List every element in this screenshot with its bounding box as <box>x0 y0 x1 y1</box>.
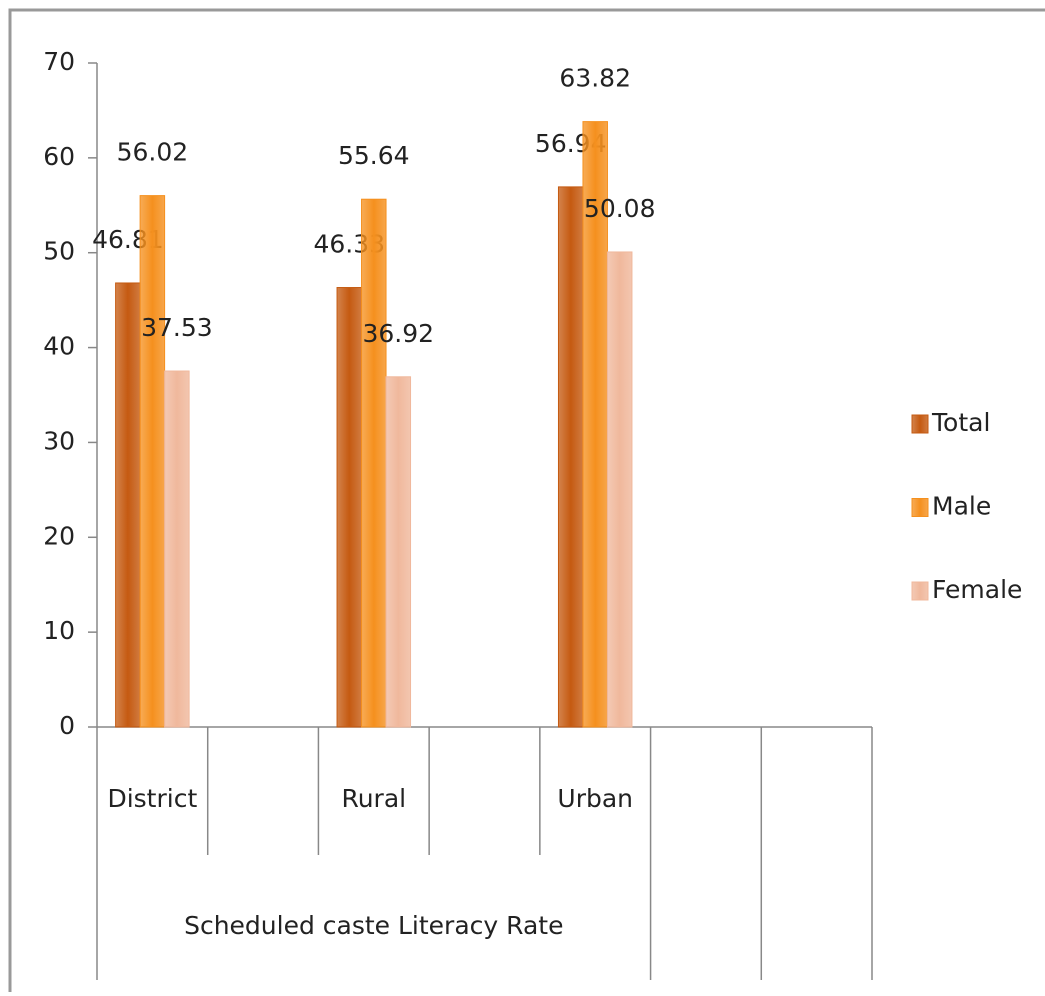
bar <box>336 287 363 728</box>
chart-frame <box>8 8 1045 996</box>
y-tick-label: 20 <box>43 521 75 550</box>
bar <box>606 251 633 728</box>
legend-swatch <box>911 581 929 601</box>
bar <box>557 186 584 728</box>
legend-swatch <box>911 498 929 517</box>
y-tick-label: 60 <box>43 142 75 171</box>
data-label: 63.82 <box>559 64 631 93</box>
y-tick-label: 40 <box>43 332 75 361</box>
y-tick-label: 0 <box>59 711 75 740</box>
x-tick-label: Rural <box>341 784 406 813</box>
x-tick-label: Urban <box>557 784 633 813</box>
legend-label: Male <box>932 492 991 521</box>
bar <box>385 376 412 728</box>
legend-label: Total <box>931 408 990 437</box>
bar <box>361 198 387 728</box>
bar <box>115 282 141 728</box>
y-tick-label: 70 <box>43 47 75 76</box>
y-tick-label: 10 <box>43 616 75 645</box>
bar <box>582 121 608 728</box>
legend-label: Female <box>932 575 1022 604</box>
bar <box>164 370 190 728</box>
group-label: Scheduled caste Literacy Rate <box>184 911 563 940</box>
y-tick-label: 50 <box>43 237 75 266</box>
data-label: 56.02 <box>117 138 189 167</box>
data-label: 36.92 <box>362 319 434 348</box>
x-tick-label: District <box>107 784 197 813</box>
data-label: 55.64 <box>338 141 410 170</box>
y-tick-label: 30 <box>43 426 75 455</box>
legend-swatch <box>911 414 929 434</box>
data-label: 50.08 <box>584 194 656 223</box>
data-label: 37.53 <box>141 313 213 342</box>
bar <box>139 195 166 728</box>
